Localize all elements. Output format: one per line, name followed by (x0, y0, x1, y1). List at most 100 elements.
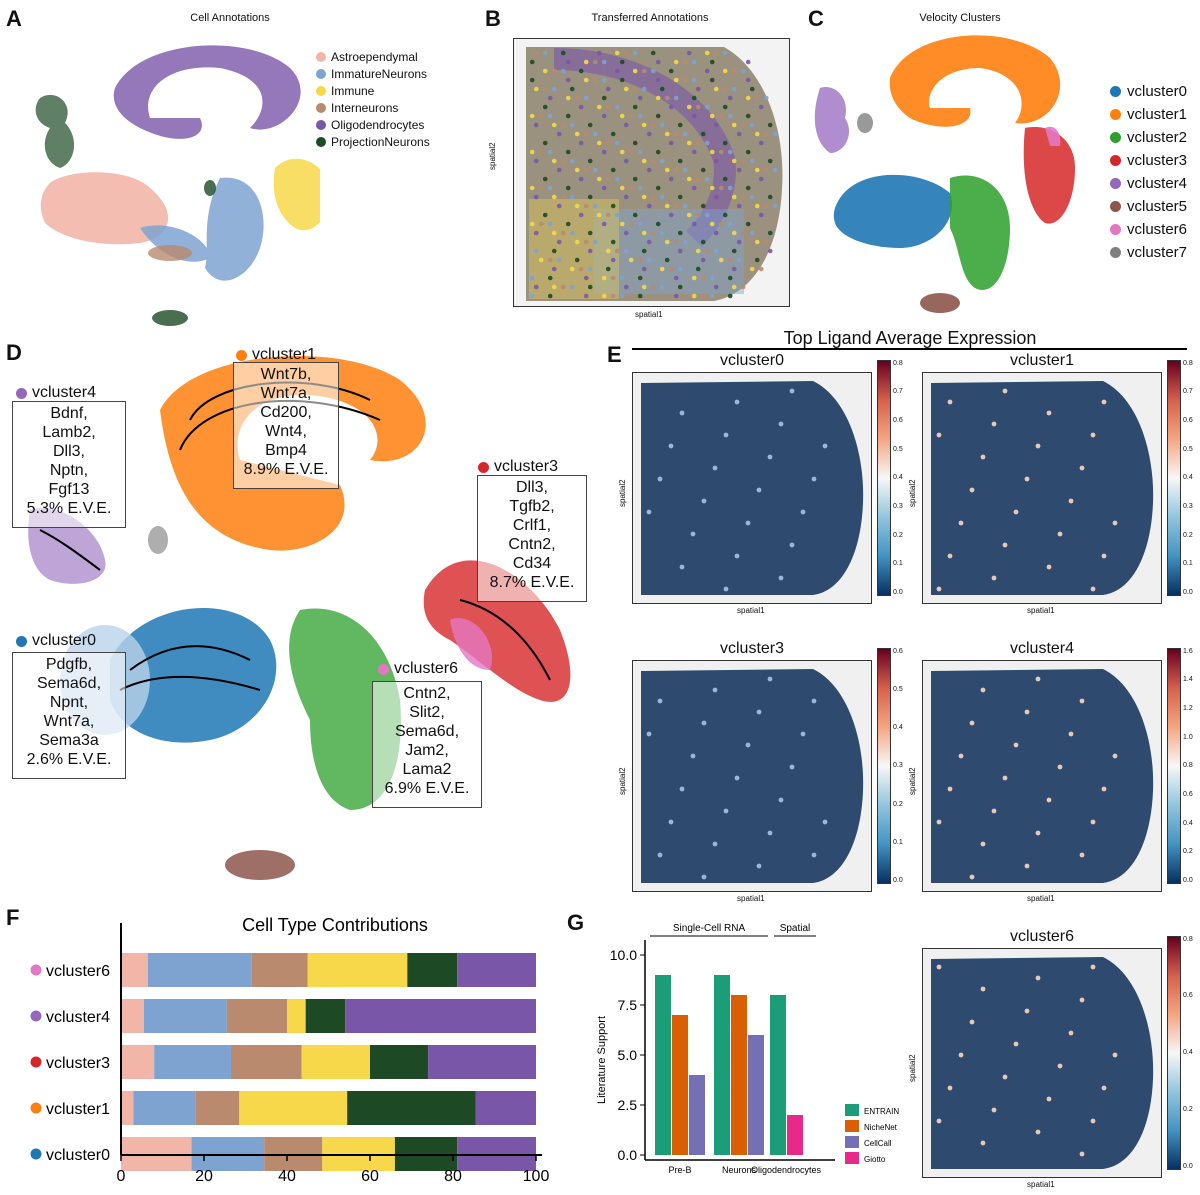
y-tick-label: 10.0 (610, 947, 637, 963)
spot (709, 77, 715, 83)
spot (655, 95, 661, 101)
spot (778, 797, 784, 803)
spot (601, 293, 607, 299)
spot (763, 203, 769, 209)
spot (691, 293, 697, 299)
spot (740, 230, 746, 236)
spot (619, 293, 625, 299)
spot (637, 257, 643, 263)
tissue-region (931, 669, 1154, 883)
spot (641, 194, 647, 200)
spot (560, 230, 566, 236)
legend-item: vcluster6 (1110, 218, 1187, 241)
x-category-label: Pre-B (668, 1165, 691, 1175)
stream-line (119, 675, 261, 691)
spot (745, 59, 751, 65)
spot (1057, 1063, 1063, 1069)
x-category-label: Oligodendrocytes (751, 1165, 822, 1175)
spot (641, 230, 647, 236)
spot (736, 203, 742, 209)
spot (1035, 975, 1041, 981)
cluster-dot (378, 663, 389, 675)
cluster-label-text: vcluster4 (32, 384, 97, 401)
spot (695, 176, 701, 182)
spot (1068, 498, 1074, 504)
spot (727, 185, 733, 191)
legend-swatch (845, 1152, 859, 1164)
spot (677, 266, 683, 272)
spot (1002, 1074, 1008, 1080)
panel-c-title: Velocity Clusters (919, 12, 1001, 24)
spot (529, 113, 535, 119)
spot (587, 122, 593, 128)
spot (619, 77, 625, 83)
spot (574, 131, 580, 137)
cluster-label-text: vcluster0 (32, 632, 97, 649)
spot (583, 293, 589, 299)
panel-label-e: E (607, 342, 622, 367)
spot (574, 167, 580, 173)
bar-nichenet (672, 1015, 688, 1155)
spot (722, 212, 728, 218)
spot (677, 284, 683, 290)
legend-a: Astroependymal ImmatureNeurons Immune Inter… (316, 48, 430, 150)
spot (704, 212, 710, 218)
spot (722, 50, 728, 56)
spot (1112, 1052, 1118, 1058)
expression-map (632, 660, 872, 892)
legend-swatch (845, 1136, 859, 1148)
spot (677, 248, 683, 254)
cluster-label-vcluster3: vcluster3 (478, 458, 558, 476)
spot (713, 248, 719, 254)
colorbar-tick: 0.8 (1183, 935, 1193, 943)
spot (677, 194, 683, 200)
stream-line (39, 529, 101, 571)
spot (664, 239, 670, 245)
spot (700, 167, 706, 173)
bar-segment-interneurons (226, 999, 287, 1033)
spot (1090, 432, 1096, 438)
spot (704, 68, 710, 74)
colorbar-tick: 1.6 (1183, 647, 1193, 655)
spot (578, 176, 584, 182)
spot (605, 266, 611, 272)
ligand-annotation-box: Wnt7b, Wnt7a, Cd200, Wnt4, Bmp4 8.9% E.V… (233, 362, 339, 489)
spot (682, 77, 688, 83)
bar-entrain (714, 975, 730, 1155)
spot (542, 68, 548, 74)
spot (605, 176, 611, 182)
spot (668, 819, 674, 825)
panel-e-title: Top Ligand Average Expression (783, 328, 1037, 348)
spot (628, 221, 634, 227)
spot (641, 122, 647, 128)
legend-c: vcluster0 vcluster1 vcluster2 vcluster3 vclu… (1110, 80, 1187, 264)
cluster-dot (16, 387, 27, 399)
legend-swatch (316, 85, 326, 96)
spot (1057, 531, 1063, 537)
spot (673, 95, 679, 101)
spot (718, 257, 724, 263)
legend-item: Oligodendrocytes (316, 116, 430, 133)
map-title: vcluster1 (1009, 352, 1075, 369)
spot (701, 720, 707, 726)
spot (556, 167, 562, 173)
ligand-annotation-box: Cntn2, Slit2, Sema6d, Jam2, Lama2 6.9% E… (372, 681, 482, 808)
legend-label: vcluster3 (1127, 152, 1188, 169)
x-tick-label: 60 (361, 1168, 379, 1185)
legend-label: Oligodendrocytes (331, 117, 425, 132)
spot (745, 221, 751, 227)
legend-label: ENTRAIN (864, 1107, 899, 1116)
spot (641, 248, 647, 254)
spot (701, 498, 707, 504)
spot (980, 454, 986, 460)
spot (691, 77, 697, 83)
spot (811, 852, 817, 858)
colorbar-tick: 0.3 (1183, 503, 1193, 510)
colorbar-tick: 0.4 (1183, 1049, 1193, 1057)
spot (822, 819, 828, 825)
spot (722, 68, 728, 74)
spot (610, 167, 616, 173)
spot (664, 167, 670, 173)
spot (632, 50, 638, 56)
spot (574, 239, 580, 245)
